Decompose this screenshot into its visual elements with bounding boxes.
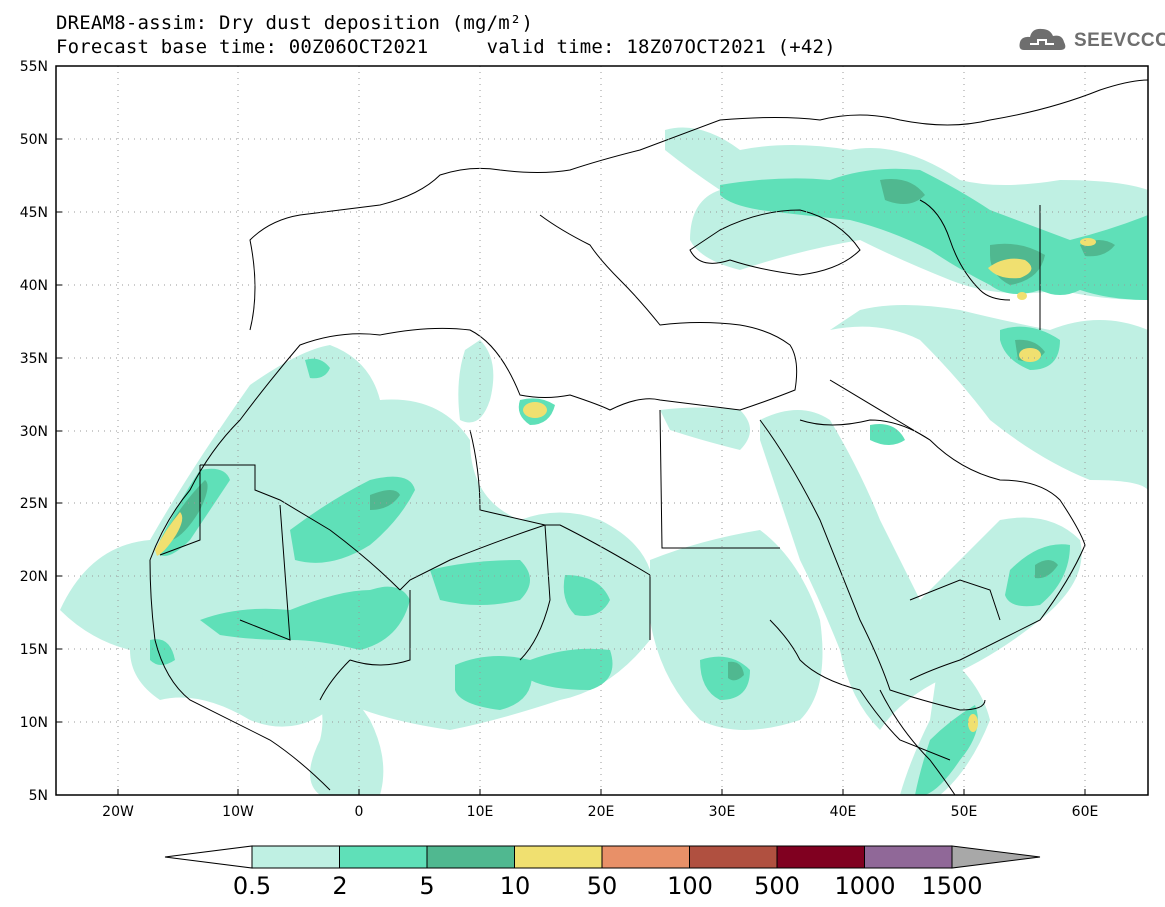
lat-label: 30N xyxy=(20,424,48,440)
lat-label: 10N xyxy=(20,715,48,731)
lat-label: 40N xyxy=(20,278,48,294)
logo-text: SEEVCCC xyxy=(1074,30,1165,51)
lat-label: 15N xyxy=(20,642,48,658)
colorbar-label: 10 xyxy=(499,872,531,900)
colorbar xyxy=(164,845,1041,869)
lat-label: 50N xyxy=(20,132,48,148)
cloud-icon xyxy=(1019,28,1066,50)
colorbar-label: 500 xyxy=(754,872,800,900)
colorbar-label: 100 xyxy=(667,872,713,900)
lat-label: 20N xyxy=(20,569,48,585)
colorbar-label: 0.5 xyxy=(232,872,272,900)
colorbar-swatch xyxy=(251,845,340,869)
map-title: DREAM8-assim: Dry dust deposition (mg/m²… xyxy=(56,12,534,34)
lon-label: 30E xyxy=(709,804,736,820)
colorbar-swatch xyxy=(864,845,953,869)
colorbar-swatch xyxy=(426,845,515,869)
lat-label: 55N xyxy=(20,59,48,75)
colorbar-label: 1000 xyxy=(834,872,896,900)
lon-label: 40E xyxy=(830,804,857,820)
longitude-labels: 20W 10W 0 10E 20E 30E 40E 50E 60E xyxy=(102,804,1098,820)
colorbar-swatch xyxy=(601,845,690,869)
coastlines xyxy=(149,79,1149,796)
colorbar-swatch xyxy=(339,845,428,869)
lat-label: 25N xyxy=(20,496,48,512)
colorbar-high-arrow xyxy=(951,845,1041,869)
colorbar-low-arrow xyxy=(164,845,253,869)
lon-label: 20E xyxy=(588,804,615,820)
lon-label: 50E xyxy=(951,804,978,820)
colorbar-label: 1500 xyxy=(921,872,983,900)
lon-label: 10W xyxy=(222,804,254,820)
lat-label: 35N xyxy=(20,351,48,367)
lat-label: 45N xyxy=(20,205,48,221)
dust-fields xyxy=(60,127,1148,795)
latitude-labels: 55N 50N 45N 40N 35N 30N 25N 20N 15N 10N … xyxy=(20,59,48,804)
valid-time: valid time: 18Z07OCT2021 (+42) xyxy=(486,36,836,58)
colorbar-swatch xyxy=(514,845,603,869)
map-subtitle: Forecast base time: 00Z06OCT2021 valid t… xyxy=(56,36,836,58)
axis-ticks xyxy=(56,138,1086,795)
grid-lines xyxy=(56,66,1148,795)
colorbar-swatch xyxy=(776,845,865,869)
colorbar-label: 2 xyxy=(332,872,348,900)
lon-label: 0 xyxy=(355,804,364,820)
colorbar-label: 50 xyxy=(586,872,618,900)
colorbar-label: 5 xyxy=(419,872,435,900)
lon-label: 20W xyxy=(102,804,134,820)
lon-label: 10E xyxy=(467,804,494,820)
lon-label: 60E xyxy=(1072,804,1099,820)
forecast-base-time: Forecast base time: 00Z06OCT2021 xyxy=(56,36,429,58)
seevccc-logo: SEEVCCC xyxy=(1016,22,1165,62)
colorbar-swatch xyxy=(689,845,778,869)
lat-label: 5N xyxy=(29,788,48,804)
